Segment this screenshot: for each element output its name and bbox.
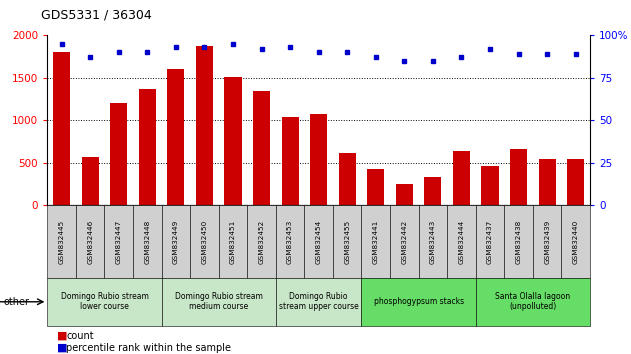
Text: ■: ■ [57,331,68,341]
Bar [304,205,333,278]
Text: ■: ■ [57,343,68,353]
Text: GSM832437: GSM832437 [487,219,493,264]
Bar [510,149,527,205]
Bar [162,205,190,278]
Text: phosphogypsum stacks: phosphogypsum stacks [374,297,464,306]
Bar [339,154,356,205]
Text: GSM832454: GSM832454 [316,219,322,264]
Bar [167,69,184,205]
Text: GSM832449: GSM832449 [173,219,179,264]
Bar [396,184,413,205]
Text: GSM832455: GSM832455 [345,219,350,264]
Bar [533,205,562,278]
Bar [105,205,133,278]
Text: GSM832441: GSM832441 [373,219,379,264]
Text: Domingo Rubio stream
lower course: Domingo Rubio stream lower course [61,292,148,312]
Bar [110,103,127,205]
Bar [47,205,76,278]
Text: percentile rank within the sample: percentile rank within the sample [66,343,231,353]
Bar [476,278,590,326]
Text: GSM832439: GSM832439 [544,219,550,264]
Bar [539,159,556,205]
Text: GSM832444: GSM832444 [459,219,464,264]
Bar [362,278,476,326]
Bar [367,169,384,205]
Text: GSM832448: GSM832448 [144,219,150,264]
Bar [424,177,442,205]
Bar [476,205,504,278]
Bar [333,205,362,278]
Bar [53,52,70,205]
Text: GSM832451: GSM832451 [230,219,236,264]
Bar [281,117,298,205]
Text: count: count [66,331,94,341]
Text: Domingo Rubio
stream upper course: Domingo Rubio stream upper course [279,292,358,312]
Text: Domingo Rubio stream
medium course: Domingo Rubio stream medium course [175,292,262,312]
Text: GSM832440: GSM832440 [573,219,579,264]
Bar [81,157,98,205]
Bar [133,205,162,278]
Bar [162,278,276,326]
Bar [418,205,447,278]
Text: GSM832453: GSM832453 [287,219,293,264]
Bar [219,205,247,278]
Bar [190,205,219,278]
Text: Santa Olalla lagoon
(unpolluted): Santa Olalla lagoon (unpolluted) [495,292,570,312]
Bar [481,166,498,205]
Text: other: other [3,297,29,307]
Bar [47,278,162,326]
Text: GSM832452: GSM832452 [259,219,264,264]
Bar [276,205,304,278]
Text: GSM832443: GSM832443 [430,219,436,264]
Bar [453,151,470,205]
Text: GSM832446: GSM832446 [87,219,93,264]
Bar [310,114,327,205]
Bar [362,205,390,278]
Text: GSM832450: GSM832450 [201,219,208,264]
Bar [390,205,418,278]
Text: GSM832445: GSM832445 [59,219,64,264]
Bar [567,159,584,205]
Text: GDS5331 / 36304: GDS5331 / 36304 [41,8,152,21]
Bar [447,205,476,278]
Bar [76,205,105,278]
Bar [562,205,590,278]
Text: GSM832447: GSM832447 [115,219,122,264]
Bar [196,46,213,205]
Bar [253,91,270,205]
Text: GSM832438: GSM832438 [516,219,522,264]
Bar [225,77,242,205]
Bar [504,205,533,278]
Bar [276,278,362,326]
Text: GSM832442: GSM832442 [401,219,408,264]
Bar [139,89,156,205]
Bar [247,205,276,278]
